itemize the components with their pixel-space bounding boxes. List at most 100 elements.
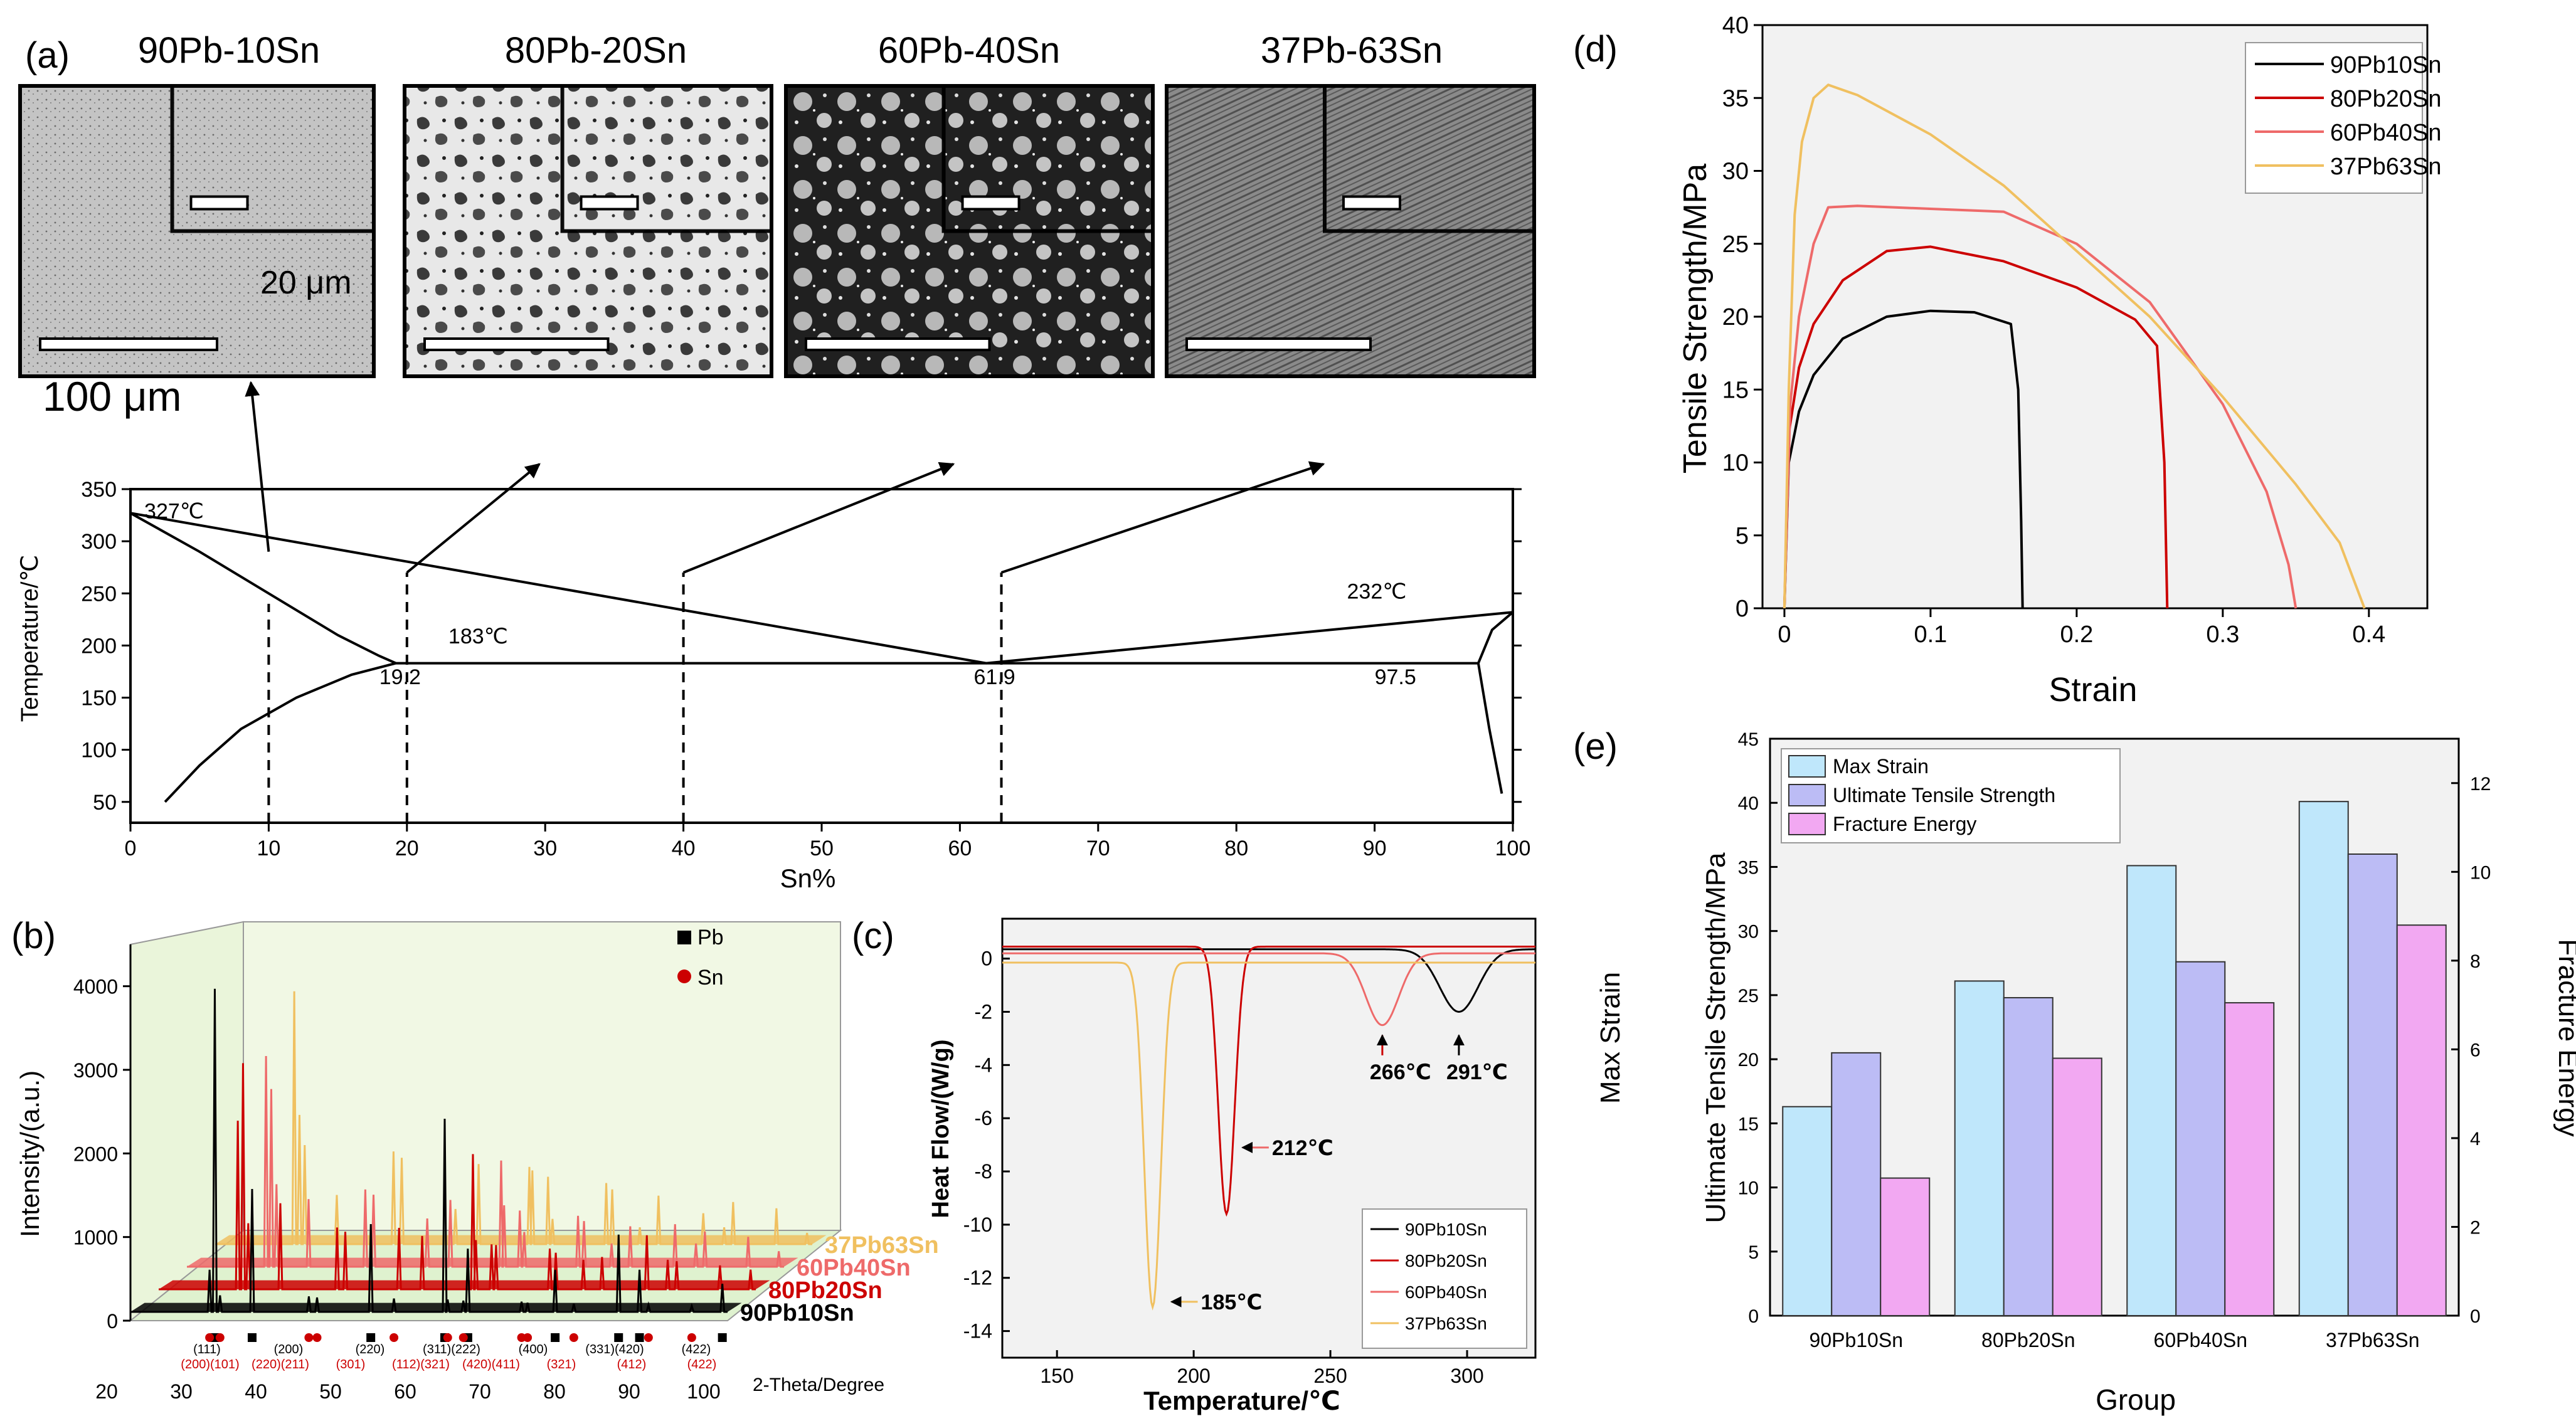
panel-c-dsc: (c) Temperature/℃ Heat Flow/(W/g) 150 200…	[852, 916, 1537, 1415]
legend-pb-marker	[677, 931, 691, 944]
scale-bar-small	[189, 195, 249, 211]
bar-legend-label: Fracture Energy	[1833, 813, 1976, 835]
phase-xtick-label: 20	[395, 837, 419, 860]
phase-ytick-label: 150	[81, 687, 117, 710]
bar-legend-swatch	[1788, 784, 1826, 806]
dsc-curve-80Pb20Sn	[1002, 946, 1535, 1217]
bar-ytick-label: 15	[1738, 1114, 1759, 1134]
tensile-ytick-label: 35	[1722, 85, 1749, 112]
bar-max-strain	[1954, 980, 2005, 1316]
phase-xtick-label: 60	[948, 837, 972, 860]
dsc-curve-37Pb63Sn	[1002, 961, 1535, 1311]
xrd-series-label: 80Pb20Sn	[768, 1277, 883, 1304]
bar-ytick-label: 25	[1738, 986, 1759, 1006]
xrd-xtick-label: 100	[687, 1380, 720, 1403]
bar-legend-box	[1781, 748, 2121, 843]
tensile-xtick-label: 0.1	[1914, 621, 1947, 648]
xrd-series-band	[130, 1302, 742, 1312]
tensile-xtick-label: 0.4	[2352, 621, 2385, 648]
xrd-series-label: 37Pb63Sn	[825, 1232, 939, 1259]
scale-bar-large	[39, 337, 218, 351]
sn-hkl-label: (220)(211)	[252, 1358, 309, 1371]
sn-peak-marker	[569, 1333, 578, 1342]
sn-peak-marker	[458, 1333, 468, 1342]
phase-ytick-label: 300	[81, 530, 117, 554]
bar-ylabel-strain: Max Strain	[1595, 972, 1626, 1104]
scale-bar-large	[805, 337, 991, 351]
bar-fracture-energy	[2052, 1057, 2102, 1316]
dsc-ytick-label: -4	[975, 1054, 992, 1076]
phase-annotation: 183℃	[448, 625, 508, 648]
dsc-ylabel: Heat Flow/(W/g)	[928, 1040, 954, 1218]
bar-legend-swatch	[1788, 755, 1826, 778]
legend-pb-label: Pb	[697, 926, 724, 949]
xrd-series-label: 60Pb40Sn	[797, 1255, 911, 1281]
pb-hkl-label: (331)(420)	[585, 1343, 644, 1356]
micrograph-title: 37Pb-63Sn	[1261, 30, 1443, 71]
xrd-xtick-label: 80	[543, 1380, 566, 1403]
panel-label-b: (b)	[11, 916, 56, 956]
panel-label-a: (a)	[25, 35, 70, 76]
dsc-legend-label: 60Pb40Sn	[1405, 1282, 1487, 1302]
micrograph-title: 90Pb-10Sn	[138, 30, 320, 71]
dsc-xtick-label: 250	[1313, 1365, 1347, 1387]
panel-label-d: (d)	[1573, 29, 1618, 70]
sn-peak-marker	[443, 1333, 452, 1342]
sn-peak-marker	[215, 1333, 225, 1342]
bar-ytick-right-label: 12	[2470, 774, 2491, 795]
xrd-xlabel: 2-Theta/Degree	[753, 1375, 884, 1395]
phase-diagram: Sn% Temperature/℃ 0 10 20 30 40 50 60 70 80 90 100…	[17, 381, 1531, 893]
phase-xtick-label: 100	[1495, 837, 1531, 860]
panel-label-e: (e)	[1573, 726, 1618, 767]
xrd-series-90Pb10Sn	[130, 988, 728, 1313]
bar-ytick-label: 40	[1738, 793, 1759, 814]
bar-category-label: 80Pb20Sn	[1981, 1329, 2075, 1351]
legend-sn-marker	[677, 969, 691, 983]
micro-arrow	[682, 462, 955, 574]
bar-max-strain	[2298, 801, 2349, 1316]
tensile-legend-label: 37Pb63Sn	[2330, 154, 2442, 180]
pb-peak-marker	[614, 1333, 623, 1342]
bar-max-strain	[1782, 1106, 1833, 1317]
xrd-series-label: 90Pb10Sn	[740, 1300, 854, 1326]
bar-ultimate-tensile-strength	[2003, 996, 2054, 1316]
bar-ytick-right-label: 0	[2470, 1306, 2481, 1327]
tensile-ytick-label: 15	[1722, 377, 1749, 403]
bar-ytick-right-label: 6	[2470, 1040, 2481, 1060]
dsc-ytick-label: -2	[975, 1000, 992, 1023]
sn-hkl-label: (321)	[547, 1358, 576, 1371]
bar-ytick-label: 5	[1748, 1242, 1759, 1263]
xrd-xtick-label: 50	[319, 1380, 342, 1403]
dsc-annotation: 291℃	[1446, 1060, 1508, 1084]
dsc-curve-90Pb10Sn	[1002, 948, 1535, 1013]
sn-hkl-label: (420)(411)	[462, 1358, 520, 1371]
panel-a: (a) 90Pb-10Sn 80Pb-20Sn 60Pb-40Sn 37Pb-63Sn…	[17, 30, 1536, 893]
sn-hkl-label: (200)(101)	[181, 1358, 239, 1371]
micrograph-row: 90Pb-10Sn 80Pb-20Sn 60Pb-40Sn 37Pb-63Sn 100 …	[18, 30, 1536, 420]
scale-bar-large	[1185, 337, 1372, 351]
scale-bar-small	[961, 195, 1020, 211]
phase-curve-solidus-left	[130, 512, 397, 665]
phase-xtick-label: 90	[1363, 837, 1387, 860]
sn-peak-marker	[304, 1333, 314, 1342]
tensile-ytick-label: 5	[1736, 523, 1749, 549]
bar-ytick-right-label: 10	[2470, 862, 2491, 883]
phase-xtick-label: 80	[1224, 837, 1248, 860]
dsc-ytick-label: -8	[975, 1160, 992, 1183]
pb-hkl-label: (200)	[274, 1343, 304, 1356]
sn-peak-marker	[390, 1333, 399, 1342]
bar-fracture-energy	[2224, 1002, 2275, 1316]
bar-max-strain	[2126, 865, 2177, 1316]
pb-hkl-label: (311)(222)	[423, 1343, 480, 1356]
xrd-xtick-label: 40	[245, 1380, 267, 1403]
dsc-legend-label: 90Pb10Sn	[1405, 1220, 1487, 1239]
tensile-xtick-label: 0	[1778, 621, 1791, 648]
tensile-curve-60Pb40Sn	[1783, 204, 2298, 609]
phase-ytick-label: 350	[81, 478, 117, 502]
sn-hkl-label: (301)	[336, 1358, 366, 1371]
bar-ylabel-energy: Fracture Energy	[2553, 939, 2576, 1136]
xrd-xtick-label: 60	[394, 1380, 416, 1403]
pb-peak-marker	[718, 1333, 727, 1342]
xrd-series-60Pb40Sn	[187, 1055, 784, 1268]
bar-ytick-label: 0	[1748, 1306, 1759, 1327]
